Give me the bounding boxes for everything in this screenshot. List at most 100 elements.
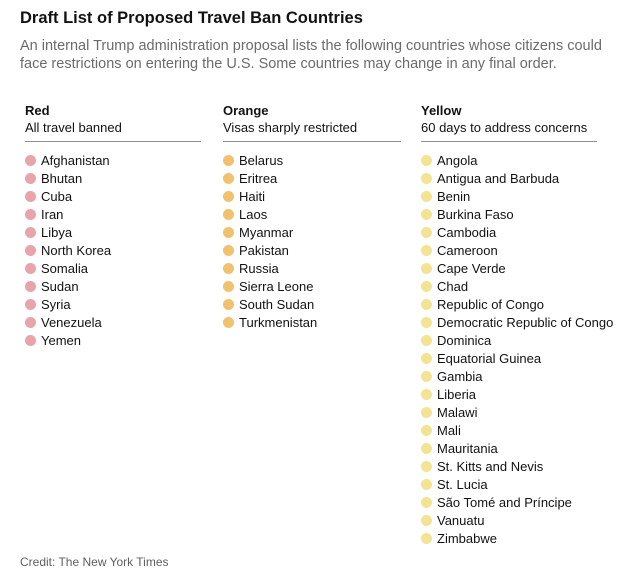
country-name: Yemen <box>41 332 81 348</box>
country-name: Mauritania <box>437 440 498 456</box>
country-name: Afghanistan <box>41 152 110 168</box>
country-item: St. Lucia <box>421 475 597 493</box>
country-item: Cameroon <box>421 241 597 259</box>
country-name: Russia <box>239 260 279 276</box>
yellow-dot-icon <box>421 406 432 418</box>
country-item: Liberia <box>421 385 597 403</box>
country-name: Dominica <box>437 332 492 348</box>
orange-dot-icon <box>223 316 234 328</box>
country-item: Bhutan <box>25 169 201 187</box>
yellow-dot-icon <box>421 370 432 382</box>
country-name: Zimbabwe <box>437 530 497 546</box>
country-item: Belarus <box>223 151 401 169</box>
country-item: Yemen <box>25 331 201 349</box>
red-dot-icon <box>25 190 36 202</box>
page-subtitle: An internal Trump administration proposa… <box>20 38 602 72</box>
country-item: North Korea <box>25 241 201 259</box>
country-item: South Sudan <box>223 295 401 313</box>
orange-dot-icon <box>223 280 234 292</box>
column-orange: Orange Visas sharply restricted Belarus E… <box>223 102 401 331</box>
red-dot-icon <box>25 334 36 346</box>
country-item: Chad <box>421 277 597 295</box>
country-name: Sierra Leone <box>239 278 314 294</box>
country-name: Syria <box>41 296 71 312</box>
yellow-dot-icon <box>421 190 432 202</box>
country-name: São Tomé and Príncipe <box>437 494 572 510</box>
country-name: Malawi <box>437 404 478 420</box>
column-yellow: Yellow 60 days to address concerns Angol… <box>421 102 613 547</box>
country-name: Mali <box>437 422 461 438</box>
yellow-dot-icon <box>421 532 432 544</box>
yellow-dot-icon <box>421 478 432 490</box>
country-list-orange: Belarus Eritrea Haiti Laos Myanmar Pakistan Ru… <box>223 151 401 331</box>
country-item: Pakistan <box>223 241 401 259</box>
country-name: Benin <box>437 188 471 204</box>
country-name: North Korea <box>41 242 112 258</box>
orange-dot-icon <box>223 190 234 202</box>
country-item: Mauritania <box>421 439 597 457</box>
yellow-dot-icon <box>421 262 432 274</box>
country-item: Mali <box>421 421 597 439</box>
red-dot-icon <box>25 280 36 292</box>
column-yellow-description: 60 days to address concerns <box>421 120 588 135</box>
column-red: Red All travel banned Afghanistan Bhutan C… <box>25 102 201 349</box>
orange-dot-icon <box>223 172 234 184</box>
country-item: Iran <box>25 205 201 223</box>
country-item: Vanuatu <box>421 511 597 529</box>
country-name: Myanmar <box>239 224 294 240</box>
yellow-dot-icon <box>421 226 432 238</box>
yellow-dot-icon <box>421 244 432 256</box>
country-name: Bhutan <box>41 170 83 186</box>
yellow-dot-icon <box>421 442 432 454</box>
country-name: Laos <box>239 206 268 222</box>
red-dot-icon <box>25 262 36 274</box>
country-name: Eritrea <box>239 170 278 186</box>
country-item: Antigua and Barbuda <box>421 169 597 187</box>
yellow-dot-icon <box>421 460 432 472</box>
country-item: Zimbabwe <box>421 529 597 547</box>
country-list-yellow: Angola Antigua and Barbuda Benin Burkina Fa… <box>421 151 613 547</box>
country-item: Burkina Faso <box>421 205 597 223</box>
yellow-dot-icon <box>421 208 432 220</box>
country-name: Turkmenistan <box>239 314 318 330</box>
yellow-dot-icon <box>421 280 432 292</box>
country-name: Iran <box>41 206 64 222</box>
country-item: Cape Verde <box>421 259 597 277</box>
country-item: Sierra Leone <box>223 277 401 295</box>
country-item: Cuba <box>25 187 201 205</box>
country-item: Venezuela <box>25 313 201 331</box>
country-name: Cuba <box>41 188 73 204</box>
red-dot-icon <box>25 172 36 184</box>
country-list-red: Afghanistan Bhutan Cuba Iran Libya North Kore… <box>25 151 201 349</box>
country-item: Eritrea <box>223 169 401 187</box>
country-item: Syria <box>25 295 201 313</box>
country-name: Burkina Faso <box>437 206 514 222</box>
orange-dot-icon <box>223 226 234 238</box>
red-dot-icon <box>25 208 36 220</box>
country-item: Republic of Congo <box>421 295 597 313</box>
country-name: Cambodia <box>437 224 497 240</box>
country-item: Myanmar <box>223 223 401 241</box>
column-red-description: All travel banned <box>25 120 122 135</box>
orange-dot-icon <box>223 262 234 274</box>
country-item: Dominica <box>421 331 597 349</box>
country-name: Cameroon <box>437 242 498 258</box>
orange-dot-icon <box>223 244 234 256</box>
orange-dot-icon <box>223 298 234 310</box>
yellow-dot-icon <box>421 298 432 310</box>
yellow-dot-icon <box>421 496 432 508</box>
orange-dot-icon <box>223 208 234 220</box>
country-name: Equatorial Guinea <box>437 350 542 366</box>
country-name: Liberia <box>437 386 477 402</box>
yellow-dot-icon <box>421 424 432 436</box>
column-red-name: Red <box>25 103 50 118</box>
yellow-dot-icon <box>421 172 432 184</box>
country-item: Russia <box>223 259 401 277</box>
country-name: Democratic Republic of Congo <box>437 314 614 330</box>
country-item: Democratic Republic of Congo <box>421 313 613 331</box>
yellow-dot-icon <box>421 154 432 166</box>
red-dot-icon <box>25 154 36 166</box>
country-name: St. Kitts and Nevis <box>437 458 544 474</box>
country-item: Libya <box>25 223 201 241</box>
page-title: Draft List of Proposed Travel Ban Countr… <box>20 9 363 27</box>
